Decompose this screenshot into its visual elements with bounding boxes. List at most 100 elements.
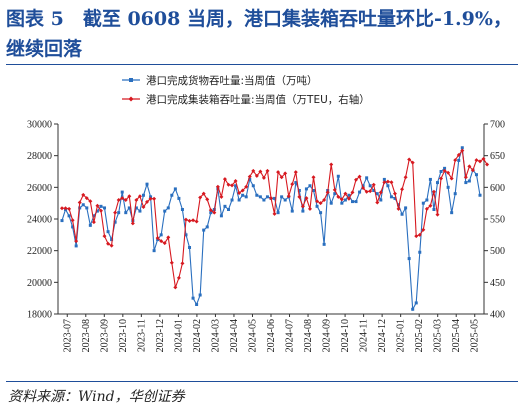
cargo-point <box>145 182 149 186</box>
container-point <box>201 191 206 196</box>
cargo-point <box>230 198 234 202</box>
cargo-point <box>425 198 429 202</box>
container-point <box>297 194 302 199</box>
x-tick-label: 2025-05 <box>470 319 481 352</box>
cargo-point <box>280 195 284 199</box>
cargo-point <box>347 193 351 197</box>
container-point <box>169 260 174 265</box>
container-point <box>361 185 366 190</box>
container-point <box>70 218 75 223</box>
container-point <box>159 239 164 244</box>
cargo-point <box>74 244 78 248</box>
cargo-point <box>393 196 397 200</box>
container-point <box>212 210 217 215</box>
legend-label: 港口完成货物吞吐量:当周值（万吨） <box>146 74 318 87</box>
cargo-point <box>106 230 110 234</box>
cargo-point <box>85 206 89 210</box>
container-point <box>325 190 330 195</box>
cargo-point <box>195 303 199 306</box>
container-point <box>63 206 68 211</box>
container-point <box>389 180 394 185</box>
x-tick-label: 2024-02 <box>192 319 203 352</box>
cargo-point <box>110 238 114 242</box>
cargo-point <box>103 206 107 210</box>
dual-axis-line-chart: 18000 20000 22000 24000 26000 28000 30000 400 45… <box>27 74 505 352</box>
container-point <box>155 236 160 240</box>
cargo-point <box>343 198 347 202</box>
cargo-point <box>354 200 358 204</box>
x-tick-label: 2025-04 <box>451 319 462 352</box>
container-point <box>166 235 171 240</box>
cargo-point <box>414 301 418 305</box>
cargo-point <box>389 195 393 199</box>
cargo-point <box>464 181 468 185</box>
cargo-point <box>248 177 252 181</box>
container-point <box>403 175 408 180</box>
figure-title: 图表 5 截至 0608 当周，港口集装箱吞吐量环比-1.9%，继续回落 <box>6 8 512 60</box>
cargo-point <box>67 214 71 218</box>
x-tick-label: 2024-06 <box>266 319 277 352</box>
x-tick-label: 2024-12 <box>377 319 388 352</box>
x-tick-label: 2025-01 <box>396 319 407 352</box>
cargo-point <box>113 220 117 224</box>
container-point <box>424 206 429 211</box>
container-point <box>293 170 298 175</box>
container-point <box>91 220 96 225</box>
cargo-point <box>474 173 478 177</box>
cargo-point <box>120 190 124 194</box>
cargo-point <box>262 198 266 202</box>
cargo-point <box>184 233 188 237</box>
container-point <box>339 197 344 202</box>
container-point <box>265 168 270 173</box>
cargo-point <box>177 196 181 200</box>
container-point <box>173 285 178 290</box>
container-point <box>230 183 235 188</box>
container-point <box>98 208 103 213</box>
container-point <box>81 192 86 197</box>
container-point <box>346 196 351 201</box>
container-point <box>322 198 327 202</box>
container-point <box>269 196 273 201</box>
cargo-point <box>95 209 99 213</box>
cargo-point <box>163 209 167 213</box>
container-point <box>371 182 376 187</box>
container-point <box>244 184 249 189</box>
container-point <box>219 194 224 199</box>
container-point <box>442 168 447 173</box>
container-point <box>382 180 387 185</box>
container-point <box>240 188 245 193</box>
x-tick-label: 2023-07 <box>62 319 73 352</box>
left-tick-label: 20000 <box>27 278 52 289</box>
right-tick-label: 450 <box>490 278 505 289</box>
left-tick-label: 18000 <box>27 310 52 321</box>
container-point <box>460 148 465 153</box>
cargo-point <box>319 211 323 215</box>
cargo-point <box>209 211 213 215</box>
container-point <box>95 203 100 208</box>
cargo-point <box>283 198 287 202</box>
title-divider <box>6 64 518 65</box>
cargo-point <box>81 203 85 207</box>
container-point <box>208 208 213 213</box>
container-point <box>130 221 135 226</box>
cargo-point <box>188 246 192 249</box>
container-point <box>198 195 203 200</box>
cargo-point <box>382 177 386 181</box>
container-point <box>332 187 337 192</box>
container-point <box>364 189 369 194</box>
container-point <box>414 234 419 239</box>
container-point <box>378 190 383 195</box>
x-tick-label: 2023-11 <box>136 319 147 352</box>
container-point <box>368 189 373 194</box>
cargo-point <box>329 201 333 205</box>
container-point <box>407 157 412 162</box>
container-point <box>304 196 309 201</box>
container-point <box>215 184 220 189</box>
container-point <box>311 175 316 180</box>
source-divider <box>6 381 518 382</box>
container-point <box>233 179 238 183</box>
container-point <box>272 211 277 216</box>
container-point <box>354 177 359 182</box>
container-point <box>343 191 348 196</box>
right-tick-label: 700 <box>490 120 505 131</box>
